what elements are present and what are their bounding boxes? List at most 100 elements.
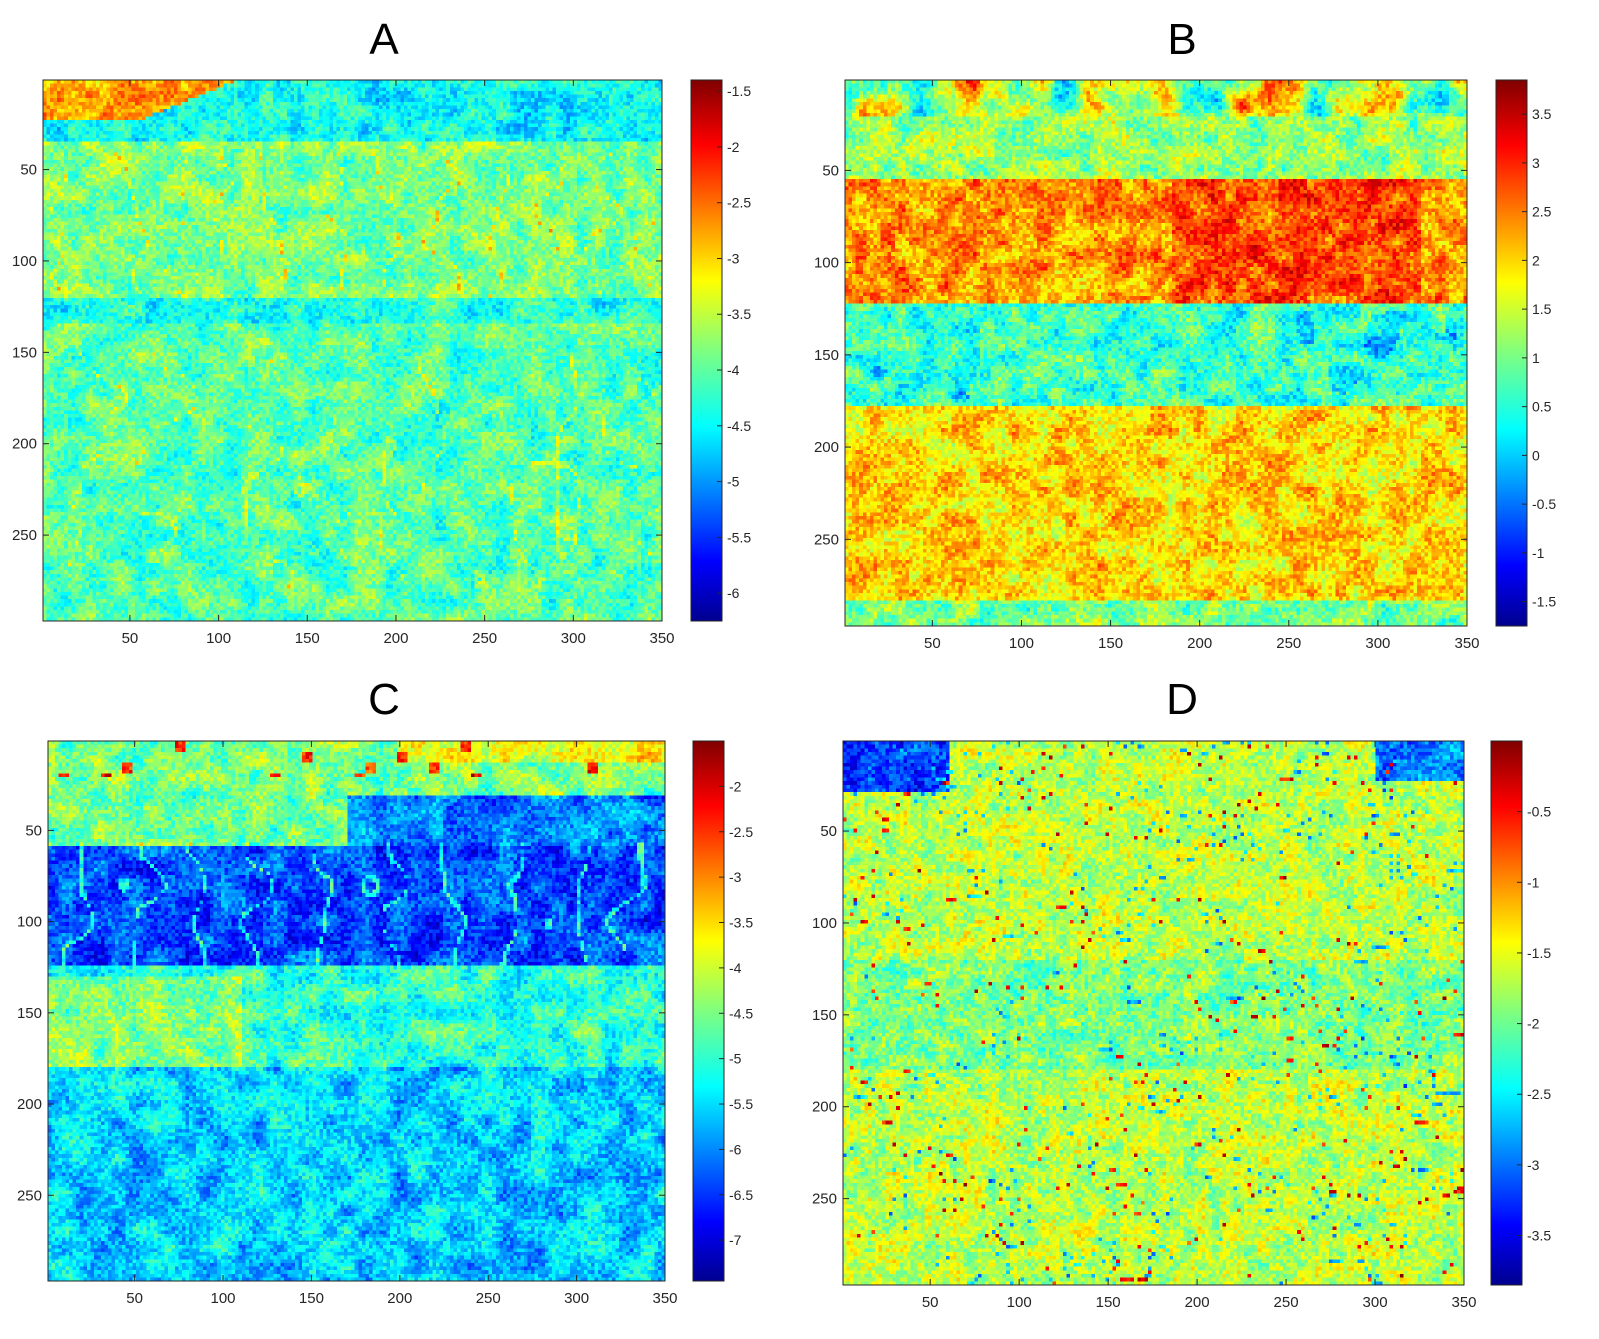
colorbar-tick-label: -6: [727, 585, 740, 601]
y-tick-label: 200: [12, 436, 37, 453]
colorbar-tick-label: -0.5: [1527, 804, 1551, 820]
axes-frame: [42, 79, 663, 622]
colorbar-tick-label: -2: [1527, 1016, 1540, 1032]
heatmap-image: [845, 80, 1467, 626]
y-tick-label: 200: [812, 1099, 837, 1116]
colorbar-tick-label: 0.5: [1532, 399, 1552, 415]
colorbar-tick-label: -4.5: [727, 418, 751, 434]
colorbar-tick-label: -4: [729, 960, 742, 976]
colorbar-tick-label: 1.5: [1532, 301, 1552, 317]
x-tick-label: 250: [1276, 635, 1301, 652]
panel-title: C: [368, 675, 400, 724]
colorbar-tick-label: -2.5: [727, 195, 751, 211]
colorbar-tick-label: -5: [729, 1051, 742, 1067]
colorbar-tick-label: -5.5: [727, 529, 751, 545]
panel-D: D 50 100 150 200 250 300 350 50 100 150 200 250 -0.5 -…: [812, 675, 1551, 1311]
x-tick-label: 250: [472, 630, 497, 647]
heatmap-pixels: [48, 741, 665, 1281]
x-tick-label: 350: [652, 1290, 677, 1307]
x-tick-label: 150: [299, 1290, 324, 1307]
colorbar: [1490, 740, 1523, 1286]
x-tick-label: 150: [1098, 635, 1123, 652]
y-tick-label: 250: [12, 527, 37, 544]
colorbar-tick-label: -1.5: [1532, 594, 1556, 610]
x-tick-label: 300: [1363, 1294, 1388, 1311]
colorbar-tick-label: -1.5: [727, 83, 751, 99]
colorbar-tick-label: -3: [1527, 1157, 1540, 1173]
x-tick-label: 150: [1096, 1294, 1121, 1311]
axes-frame: [842, 740, 1465, 1286]
y-tick-label: 150: [12, 344, 37, 361]
colorbar-tick-label: -6.5: [729, 1187, 753, 1203]
y-tick-label: 250: [814, 531, 839, 548]
heatmap-pixels: [43, 80, 662, 621]
colorbar-tick-label: 3.5: [1532, 106, 1552, 122]
colorbar-tick-label: 2.5: [1532, 204, 1552, 220]
x-tick-label: 300: [564, 1290, 589, 1307]
colorbar-tick-label: -3.5: [1527, 1228, 1551, 1244]
y-tick-label: 50: [25, 822, 42, 839]
panel-title: D: [1166, 675, 1198, 724]
colorbar-tick-label: -2: [727, 139, 740, 155]
y-tick-label: 100: [812, 915, 837, 932]
x-tick-label: 100: [1007, 1294, 1032, 1311]
x-tick-label: 50: [922, 1294, 939, 1311]
heatmap-pixels: [845, 80, 1467, 626]
x-tick-label: 50: [122, 630, 139, 647]
colorbar-tick-label: 0: [1532, 447, 1540, 463]
colorbar-tick-label: -2: [729, 778, 742, 794]
colorbar: [1495, 79, 1528, 627]
colorbar-tick-label: -1: [1527, 874, 1540, 890]
x-tick-label: 200: [387, 1290, 412, 1307]
x-tick-label: 300: [561, 630, 586, 647]
heatmap-image: [843, 741, 1464, 1285]
colorbar-tick-label: -3.5: [727, 306, 751, 322]
heatmap-pixels: [843, 741, 1464, 1285]
x-tick-label: 200: [1185, 1294, 1210, 1311]
x-tick-label: 300: [1365, 635, 1390, 652]
colorbar-tick-label: -2.5: [1527, 1086, 1551, 1102]
x-tick-label: 50: [924, 635, 941, 652]
heatmap-image: [48, 741, 665, 1281]
y-tick-label: 200: [17, 1096, 42, 1113]
x-tick-label: 350: [649, 630, 674, 647]
x-tick-label: 100: [1009, 635, 1034, 652]
colorbar-tick-label: -3.5: [729, 915, 753, 931]
y-tick-label: 250: [812, 1191, 837, 1208]
x-tick-label: 250: [1274, 1294, 1299, 1311]
x-tick-label: 200: [383, 630, 408, 647]
colorbar-tick-label: -3: [729, 869, 742, 885]
colorbar-tick-label: 2: [1532, 252, 1540, 268]
panel-title: A: [369, 15, 399, 64]
colorbar-tick-label: -1.5: [1527, 945, 1551, 961]
y-tick-label: 100: [17, 914, 42, 931]
axes-frame: [844, 79, 1468, 627]
x-tick-label: 350: [1454, 635, 1479, 652]
y-tick-label: 50: [20, 162, 37, 179]
colorbar-tick-label: -2.5: [729, 824, 753, 840]
x-tick-label: 50: [126, 1290, 143, 1307]
x-tick-label: 150: [295, 630, 320, 647]
y-tick-label: 200: [814, 439, 839, 456]
y-tick-label: 100: [814, 255, 839, 272]
colorbar-tick-label: -7: [729, 1232, 742, 1248]
panel-A: A 50 100 150 200 250 300 350 50 100 150 200 250 -1.5 -…: [12, 15, 751, 647]
colorbar-tick-label: -4.5: [729, 1005, 753, 1021]
x-tick-label: 100: [211, 1290, 236, 1307]
y-tick-label: 150: [814, 347, 839, 364]
x-tick-label: 200: [1187, 635, 1212, 652]
colorbar-tick-label: -5: [727, 474, 740, 490]
colorbar: [692, 740, 725, 1282]
heatmap-image: [43, 80, 662, 621]
y-tick-label: 150: [812, 1007, 837, 1024]
y-tick-label: 150: [17, 1005, 42, 1022]
y-tick-label: 50: [820, 823, 837, 840]
x-tick-label: 250: [476, 1290, 501, 1307]
colorbar-tick-label: 1: [1532, 350, 1540, 366]
y-tick-label: 250: [17, 1187, 42, 1204]
x-tick-label: 100: [206, 630, 231, 647]
y-tick-label: 50: [822, 162, 839, 179]
colorbar-tick-label: -5.5: [729, 1096, 753, 1112]
colorbar-tick-label: -4: [727, 362, 740, 378]
